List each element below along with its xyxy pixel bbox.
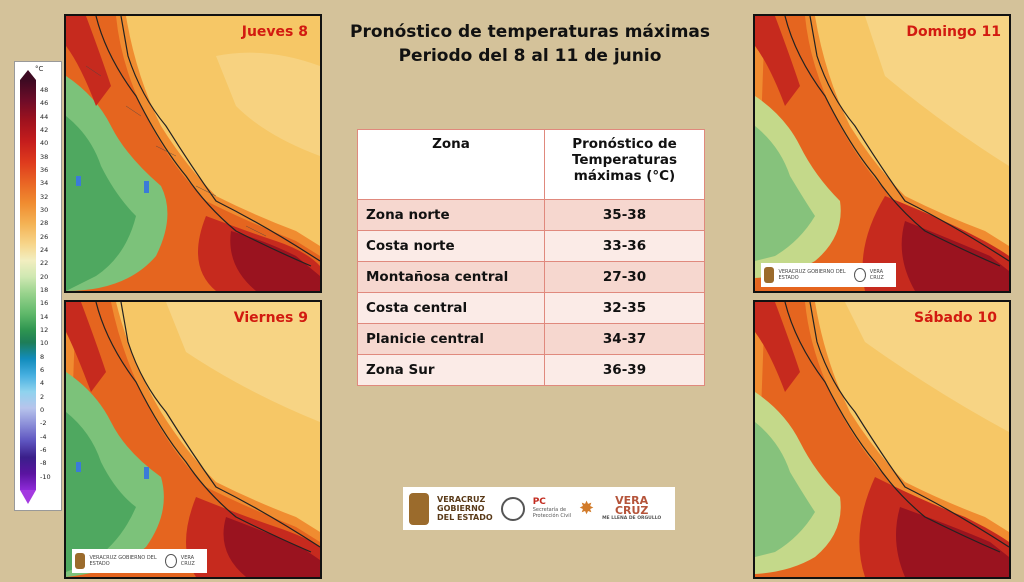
- legend-tick-label: 26: [40, 232, 49, 241]
- legend-tick-label: 8: [40, 352, 45, 361]
- legend-top-arrow: [20, 70, 36, 80]
- zone-cell: Costa central: [357, 292, 545, 324]
- state-logo-text: VERACRUZ GOBIERNO DEL ESTADO: [437, 495, 493, 522]
- map-logos: VERACRUZ GOBIERNO DEL ESTADO VERA CRUZ: [72, 549, 207, 573]
- brand-line-1: VERA: [615, 493, 649, 507]
- temperature-map: [755, 302, 1009, 577]
- title-line-2: Periodo del 8 al 11 de junio: [398, 46, 662, 66]
- legend-color-bar: [20, 80, 36, 490]
- table-row: Montañosa central 27-30: [357, 261, 705, 293]
- legend-ticks: 48 46 44 42 40 38 36 34 32 30 28 26 24 22 20 18 16 14 12 10…: [40, 86, 60, 490]
- legend-tick-label: 46: [40, 99, 49, 108]
- state-seal-icon: [764, 267, 775, 283]
- legend-tick-label: 42: [40, 126, 49, 134]
- zone-cell: Zona norte: [357, 199, 545, 231]
- value-cell: 36-39: [544, 354, 705, 386]
- table-row: Planicie central 34-37: [357, 323, 705, 355]
- value-cell: 34-37: [544, 323, 705, 355]
- brand-logo-text: VERA CRUZ: [180, 555, 195, 567]
- map-day-label: Sábado 10: [914, 310, 997, 326]
- map-day-label: Domingo 11: [906, 24, 1001, 40]
- legend-bottom-arrow: [20, 490, 36, 504]
- temperature-map: [755, 16, 1009, 291]
- map-thursday: Jueves 8: [64, 14, 322, 293]
- legend-tick-label: 44: [40, 112, 49, 121]
- legend-tick-label: 30: [40, 206, 49, 214]
- map-day-label: Viernes 9: [233, 310, 308, 326]
- map-sunday: Domingo 11 VERACRUZ GOBIERNO DEL ESTADO …: [753, 14, 1011, 293]
- value-cell: 32-35: [544, 292, 705, 324]
- state-line-2: GOBIERNO: [437, 504, 485, 513]
- map-friday: Viernes 9 VERACRUZ GOBIERNO DEL ESTADO V…: [64, 300, 322, 579]
- title-line-1: Pronóstico de temperaturas máximas: [350, 22, 710, 42]
- legend-tick-label: -2: [40, 419, 47, 428]
- value-cell: 27-30: [544, 261, 705, 293]
- table-row: Costa central 32-35: [357, 292, 705, 324]
- legend-unit: °C: [35, 65, 44, 73]
- forecast-table: Zona Pronóstico de Temperaturas máximas …: [357, 129, 705, 386]
- map-saturday: Sábado 10: [753, 300, 1011, 579]
- brand-tagline: ME LLENA DE ORGULLO: [602, 515, 662, 521]
- value-cell: 35-38: [544, 199, 705, 231]
- temperature-map: [66, 16, 320, 291]
- table-row: Zona Sur 36-39: [357, 354, 705, 386]
- pc-sub-1: Secretaría de: [532, 507, 567, 513]
- table-header-row: Zona Pronóstico de Temperaturas máximas …: [357, 129, 705, 200]
- legend-tick-label: 24: [40, 246, 49, 254]
- star-icon: ✸: [578, 498, 595, 519]
- pc-title: PC: [532, 497, 546, 507]
- pc-sub-2: Protección Civil: [532, 513, 571, 519]
- legend-tick-label: 48: [40, 86, 49, 94]
- legend-tick-label: 22: [40, 259, 49, 268]
- brand-logo-text: VERA CRUZ: [869, 269, 884, 281]
- legend-tick-label: -6: [40, 446, 47, 454]
- state-logo-text: VERACRUZ GOBIERNO DEL ESTADO: [89, 555, 157, 567]
- state-line-1: VERACRUZ: [437, 495, 486, 504]
- table-row: Costa norte 33-36: [357, 230, 705, 262]
- legend-tick-label: 12: [40, 326, 49, 334]
- legend-tick-label: 38: [40, 152, 49, 161]
- zone-cell: Costa norte: [357, 230, 545, 262]
- legend-tick-label: 20: [40, 272, 49, 281]
- state-line-3: DEL ESTADO: [437, 513, 493, 522]
- pc-logo-text: PC Secretaría de Protección Civil: [532, 497, 571, 520]
- legend-tick-label: -4: [40, 432, 47, 441]
- table-header-zone: Zona: [357, 129, 545, 200]
- brand-line-2: CRUZ: [614, 503, 649, 517]
- legend-tick-label: 36: [40, 166, 49, 174]
- legend-tick-label: 6: [40, 366, 45, 374]
- legend-tick-label: 4: [40, 379, 45, 388]
- legend-tick-label: 32: [40, 192, 49, 201]
- pc-seal-icon: [165, 554, 177, 568]
- legend-tick-label: 10: [40, 339, 49, 348]
- state-seal-icon: [75, 553, 86, 569]
- brand-logo-text: VERA CRUZ ME LLENA DE ORGULLO: [602, 493, 662, 522]
- table-header-forecast: Pronóstico de Temperaturas máximas (°C): [544, 129, 705, 200]
- legend-tick-label: 16: [40, 299, 49, 308]
- legend-tick-label: 14: [40, 312, 49, 321]
- page-title: Pronóstico de temperaturas máximas Perio…: [330, 20, 730, 68]
- legend-tick-label: 34: [40, 179, 49, 188]
- legend-tick-label: 18: [40, 286, 49, 294]
- legend-tick-label: 28: [40, 219, 49, 228]
- legend-tick-label: 2: [40, 392, 45, 401]
- legend-tick-label: 40: [40, 139, 49, 148]
- pc-seal-icon: [500, 496, 525, 521]
- zone-cell: Montañosa central: [357, 261, 545, 293]
- table-row: Zona norte 35-38: [357, 199, 705, 231]
- map-day-label: Jueves 8: [241, 24, 308, 40]
- state-seal-icon: [409, 492, 429, 525]
- pc-seal-icon: [854, 268, 866, 282]
- value-cell: 33-36: [544, 230, 705, 262]
- temperature-map: [66, 302, 320, 577]
- legend-tick-label: 0: [40, 406, 45, 414]
- legend-tick-label: -8: [40, 459, 47, 468]
- legend-tick-label: -10: [40, 472, 51, 481]
- zone-cell: Planicie central: [357, 323, 545, 355]
- footer-logos: VERACRUZ GOBIERNO DEL ESTADO PC Secretar…: [403, 487, 675, 530]
- map-logos: VERACRUZ GOBIERNO DEL ESTADO VERA CRUZ: [761, 263, 896, 287]
- temperature-legend: °C 48 46 44 42 40 38 36 34 32 30 28 26 24 22 20 18 16 14 1…: [14, 61, 62, 511]
- zone-cell: Zona Sur: [357, 354, 545, 386]
- state-logo-text: VERACRUZ GOBIERNO DEL ESTADO: [778, 269, 846, 281]
